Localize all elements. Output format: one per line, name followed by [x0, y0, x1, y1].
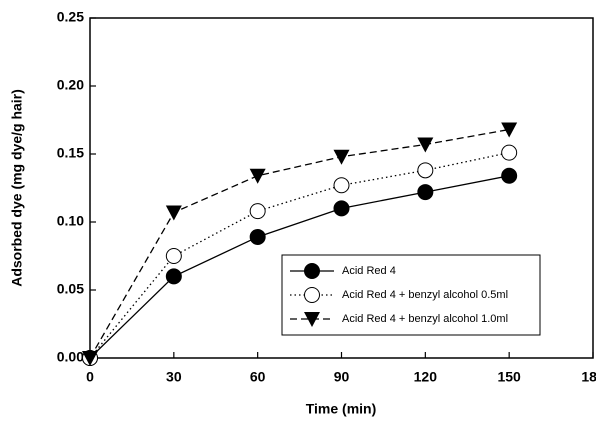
- marker: [249, 228, 266, 245]
- legend-label: Acid Red 4 + benzyl alcohol 1.0ml: [342, 313, 508, 325]
- marker: [82, 351, 98, 366]
- legend-marker: [304, 287, 320, 303]
- series-line: [89, 152, 510, 359]
- marker: [417, 162, 434, 179]
- y-tick-label: 0.20: [57, 77, 84, 93]
- legend-marker: [304, 263, 320, 279]
- y-axis-label: Adsorbed dye (mg dye/g hair): [9, 89, 25, 287]
- marker: [165, 248, 182, 264]
- x-tick-label: 0: [86, 369, 94, 385]
- legend-marker: [304, 312, 320, 327]
- marker: [165, 205, 182, 221]
- marker: [249, 168, 266, 184]
- series-line: [89, 175, 510, 359]
- marker: [249, 203, 266, 220]
- x-tick-label: 120: [414, 369, 438, 385]
- marker: [417, 184, 434, 201]
- marker: [417, 137, 434, 153]
- marker: [165, 268, 182, 285]
- y-tick-label: 0.05: [57, 281, 84, 297]
- x-tick-label: 90: [334, 369, 350, 385]
- marker: [333, 177, 350, 194]
- y-tick-label: 0.10: [57, 213, 84, 229]
- marker: [333, 149, 350, 165]
- y-tick-label: 0.15: [57, 145, 84, 161]
- x-tick-label: 180: [581, 369, 596, 385]
- legend-box: [281, 254, 541, 336]
- legend-label: Acid Red 4: [342, 265, 396, 277]
- marker: [501, 122, 518, 138]
- marker: [501, 167, 518, 184]
- marker: [501, 144, 518, 161]
- y-tick-label: 0.25: [57, 9, 84, 25]
- x-tick-label: 60: [250, 369, 266, 385]
- legend: Acid Red 4 Acid Red 4 + benzyl alcohol 0.…: [281, 254, 541, 336]
- x-tick-label: 150: [497, 369, 521, 385]
- marker: [333, 200, 350, 217]
- x-axis-label: Time (min): [306, 401, 377, 417]
- y-tick-label: 0.00: [57, 349, 84, 365]
- x-tick-label: 30: [166, 369, 182, 385]
- series-line: [89, 128, 510, 359]
- legend-label: Acid Red 4 + benzyl alcohol 0.5ml: [342, 289, 508, 301]
